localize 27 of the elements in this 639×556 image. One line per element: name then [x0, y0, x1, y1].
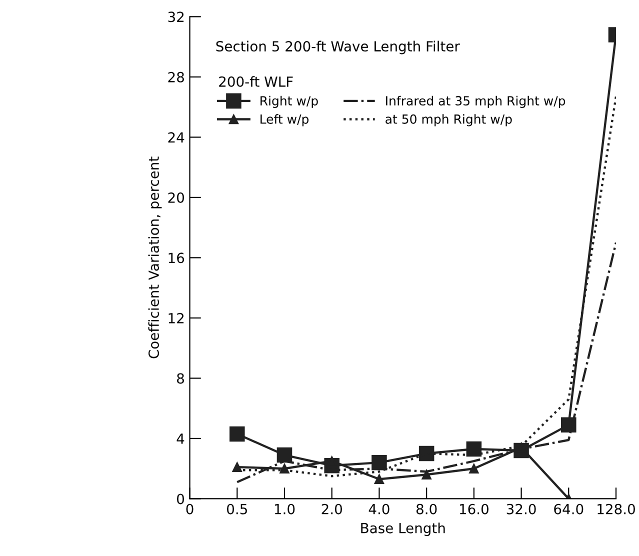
y-axis-title: Coefficient Variation, percent: [148, 156, 162, 358]
x-tick-label: 128.0: [598, 504, 635, 514]
x-tick-label: 8.0: [416, 504, 437, 514]
y-tick-label: 4: [176, 434, 184, 444]
y-tick-label: 16: [168, 252, 184, 264]
legend-label: at 50 mph Right w/p: [386, 114, 512, 126]
legend-label: Right w/p: [260, 96, 318, 108]
y-tick-label: 8: [177, 373, 184, 384]
legend-label: Infrared at 35 mph Right w/p: [386, 96, 566, 108]
x-tick-label: 64.0: [554, 504, 584, 514]
x-tick-label: 2.0: [322, 504, 342, 514]
x-tick-label: 1.0: [274, 504, 295, 514]
legend-label: Left w/p: [260, 114, 309, 126]
y-tick-label: 24: [168, 132, 184, 142]
x-tick-label: 0.5: [227, 504, 247, 514]
x-tick-label: 32.0: [506, 504, 536, 514]
x-axis-title: Base Length: [361, 522, 445, 536]
x-tick-label: 4.0: [368, 504, 390, 514]
x-tick-label: 0: [186, 504, 194, 514]
y-tick-label: 20: [168, 192, 184, 203]
legend-title: 200-ft WLF: [219, 76, 293, 87]
y-tick-label: 32: [168, 12, 184, 22]
y-tick-label: 0: [177, 494, 184, 504]
x-tick-label: 16.0: [460, 504, 488, 514]
y-tick-label: 12: [168, 312, 184, 324]
text: Section 5 200-ft Wave Length Filter: [216, 40, 460, 54]
y-tick-label: 28: [168, 72, 184, 82]
